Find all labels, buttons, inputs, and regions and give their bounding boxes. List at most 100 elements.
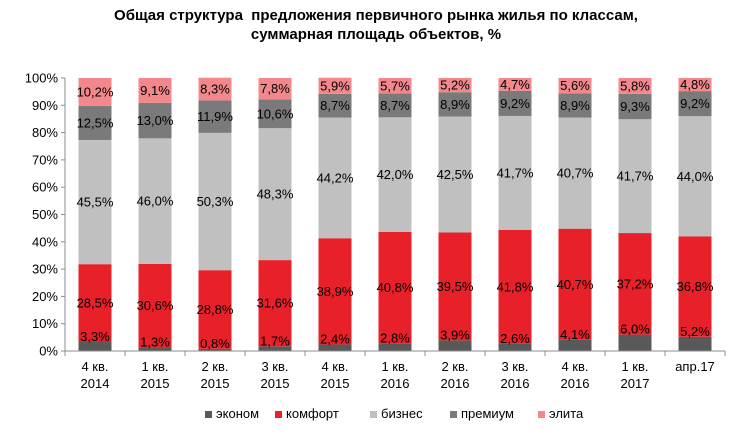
bar-segment (378, 117, 412, 232)
data-label: 44,2% (317, 170, 354, 185)
x-tick-label: 2014 (81, 376, 110, 391)
data-label: 5,2% (680, 324, 710, 339)
data-label: 8,9% (560, 98, 590, 113)
bar-segment (198, 132, 232, 271)
data-label: 31,6% (257, 296, 294, 311)
data-label: 30,6% (137, 298, 174, 313)
legend-label: премиум (461, 406, 514, 421)
data-label: 45,5% (77, 195, 114, 210)
y-tick-label: 100% (25, 71, 59, 86)
data-label: 28,5% (77, 296, 114, 311)
data-label: 10,2% (77, 84, 114, 99)
data-label: 3,9% (440, 327, 470, 342)
bar-segment (618, 119, 652, 234)
data-label: 42,5% (437, 167, 474, 182)
x-tick-label: 2017 (621, 376, 650, 391)
data-label: 6,0% (620, 322, 650, 337)
legend-label: эконом (216, 406, 259, 421)
chart-title-line-2: суммарная площадь объектов, % (250, 26, 502, 43)
y-tick-label: 70% (32, 152, 58, 167)
bar-segment (558, 93, 592, 118)
data-label: 8,9% (440, 97, 470, 112)
bar-segment (558, 78, 592, 94)
legend-swatch (450, 411, 457, 418)
data-label: 4,8% (680, 77, 710, 92)
bar-segment (558, 117, 592, 229)
data-label: 4,7% (500, 77, 530, 92)
bar-segment (78, 105, 112, 140)
bar-segment (138, 263, 172, 348)
data-label: 13,0% (137, 113, 174, 128)
data-label: 40,7% (557, 277, 594, 292)
bar-segment (618, 93, 652, 120)
bar-segment (678, 336, 712, 351)
bar-segment (258, 346, 292, 351)
x-tick-label: 1 кв. (141, 359, 168, 374)
x-tick-label: 2015 (261, 376, 290, 391)
y-tick-label: 20% (32, 289, 58, 304)
legend-swatch (370, 411, 377, 418)
x-tick-label: 2015 (201, 376, 230, 391)
bar-segment (438, 78, 472, 93)
bar-segment (258, 260, 292, 347)
data-label: 42,0% (377, 167, 414, 182)
y-tick-label: 80% (32, 125, 58, 140)
data-label: 2,6% (500, 331, 530, 346)
bar-segment (678, 78, 712, 92)
data-label: 10,6% (257, 106, 294, 121)
y-tick-label: 40% (32, 234, 58, 249)
data-label: 5,9% (320, 78, 350, 93)
bar-segment (498, 115, 532, 230)
data-label: 1,7% (260, 333, 290, 348)
x-tick-label: 2015 (141, 376, 170, 391)
bar-segment (678, 91, 712, 117)
x-tick-label: 2 кв. (441, 359, 468, 374)
data-label: 11,9% (197, 109, 233, 124)
data-label: 4,1% (560, 327, 590, 342)
data-label: 41,7% (617, 169, 654, 184)
legend-label: элита (549, 406, 584, 421)
bar-segment (258, 128, 292, 261)
bar-segment (138, 78, 172, 103)
data-label: 5,7% (380, 78, 410, 93)
bar-segment (558, 339, 592, 351)
data-label: 3,3% (80, 329, 110, 344)
bar-segment (198, 100, 232, 133)
legend-swatch (205, 411, 212, 418)
x-tick-label: 3 кв. (261, 359, 288, 374)
bar-segment (78, 78, 112, 106)
data-label: 5,2% (440, 78, 470, 93)
bar-segment (318, 344, 352, 351)
x-tick-label: 2015 (321, 376, 350, 391)
bar-segment (378, 343, 412, 351)
x-tick-label: 3 кв. (501, 359, 528, 374)
data-label: 8,3% (200, 82, 230, 97)
data-label: 41,8% (497, 279, 534, 294)
x-tick-label: апр.17 (675, 359, 715, 374)
bar-segment (78, 139, 112, 265)
data-label: 5,8% (620, 78, 650, 93)
data-label: 9,2% (500, 96, 530, 111)
data-label: 7,8% (260, 81, 290, 96)
data-label: 50,3% (197, 194, 234, 209)
data-label: 5,6% (560, 78, 590, 93)
x-tick-label: 2 кв. (201, 359, 228, 374)
bar-segment (378, 231, 412, 344)
data-label: 8,7% (320, 98, 350, 113)
bar-segment (138, 347, 172, 351)
bar-segment (558, 228, 592, 340)
x-tick-label: 1 кв. (381, 359, 408, 374)
bar-segment (498, 78, 532, 91)
data-label: 37,2% (617, 276, 654, 291)
data-label: 36,8% (677, 279, 714, 294)
x-tick-label: 2016 (441, 376, 470, 391)
y-tick-label: 50% (32, 207, 58, 222)
legend-swatch (538, 411, 545, 418)
chart-title: Общая структура предложения первичного р… (0, 6, 752, 44)
y-tick-label: 60% (32, 180, 58, 195)
data-label: 44,0% (677, 169, 714, 184)
bar-segment (318, 77, 352, 94)
chart-title-line-1: Общая структура предложения первичного р… (114, 7, 638, 24)
data-label: 40,8% (377, 280, 414, 295)
